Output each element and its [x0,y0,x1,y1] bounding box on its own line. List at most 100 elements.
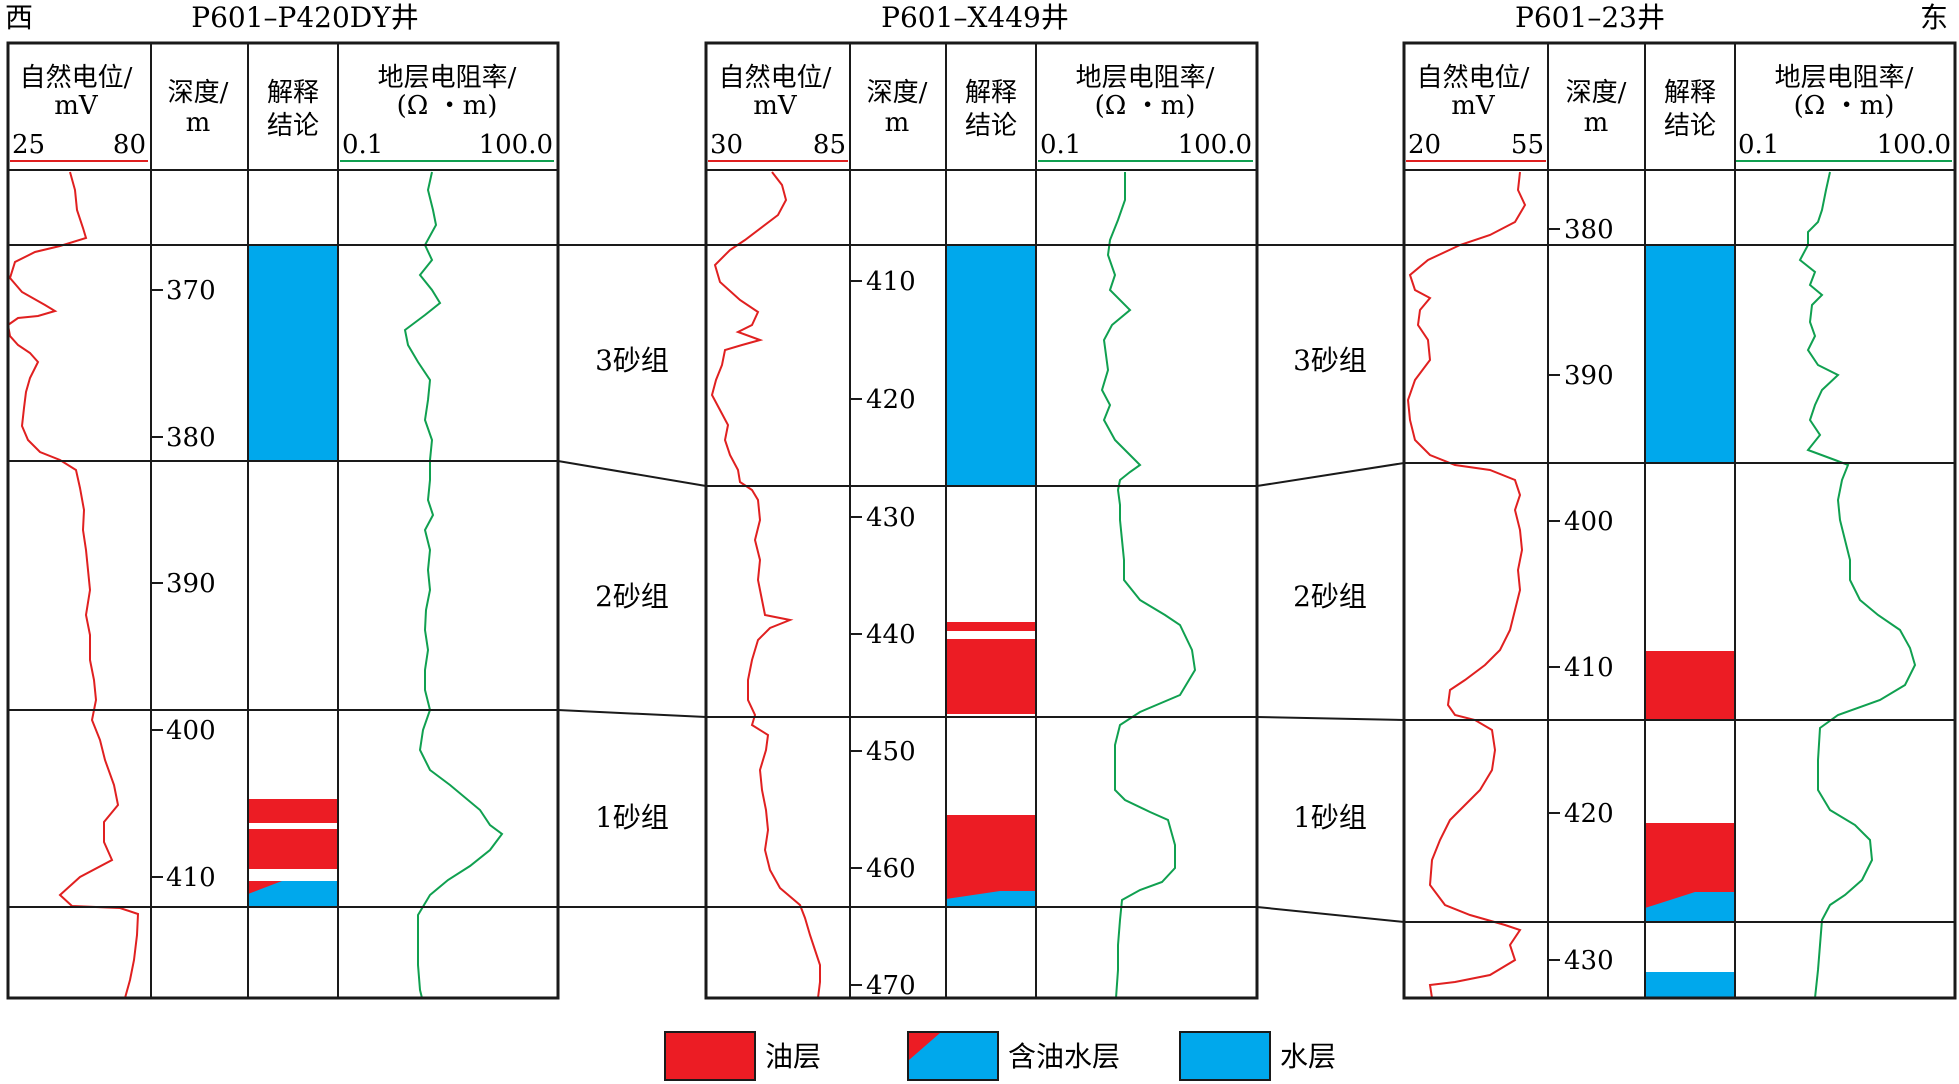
well-1-depth-unit: m [186,108,211,138]
well-3-frame [1402,41,1957,1000]
well-2-res-max: 100.0 [1178,130,1252,160]
well-1-name: P601–P420DY井 [191,1,419,34]
legend-oil-water-label: 含油水层 [1008,1040,1120,1073]
well-1-water-layer [248,245,338,461]
well-2-water-layer [946,245,1036,485]
well-2-interp-title-2: 结论 [965,111,1017,141]
east-label: 东 [1920,1,1948,34]
well-2-tick-440: 440 [866,620,916,650]
sand-group-1-left: 1砂组 [595,801,669,834]
correlation-lines [557,244,1405,923]
well-2-res-min: 0.1 [1040,130,1081,160]
sand-group-3-left: 3砂组 [595,344,669,377]
legend-oil-swatch [664,1031,756,1081]
well-1-sp-max: 80 [113,130,146,160]
well-1-sp-min: 25 [12,130,45,160]
well-2-panel: 自然电位/ mV 30 85 深度/ m 解释 结论 地层电阻率/ (Ω ・m)… [704,41,1259,1001]
well-3-water-layer-2 [1645,972,1735,998]
well-2-res-curve [1100,172,1197,999]
well-2-sp-curve [710,171,821,999]
well-2-oil-layer-2 [946,639,1036,714]
well-3-res-min: 0.1 [1738,130,1779,160]
well-3-oil-layer-1 [1645,651,1735,720]
well-3-sp-title: 自然电位/ [1417,63,1530,93]
well-2-tick-410: 410 [866,267,916,297]
well-1-res-min: 0.1 [342,130,383,160]
well-1-oil-layer-2 [248,829,338,869]
well-3-water-layer [1645,245,1735,463]
well-3-res-curve [1798,171,1917,999]
well-3-interp-title-1: 解释 [1664,78,1716,108]
well-1-res-max: 100.0 [479,130,553,160]
well-2-sp-title: 自然电位/ [719,63,832,93]
well-3-depth-ticks: 380 390 400 410 420 430 [1548,215,1614,976]
well-3-sp-unit: mV [1451,91,1496,121]
well-2-tick-430: 430 [866,503,916,533]
well-2-sp-max: 85 [813,130,846,160]
well-2-oil-layer-3 [946,815,1036,891]
sand-group-3-right: 3砂组 [1293,344,1367,377]
corr-2-1-boundary-2 [1256,716,1405,721]
sand-group-2-right: 2砂组 [1293,580,1367,613]
well-1-oil-layer-1 [248,799,338,823]
well-3-depth-title: 深度/ [1566,78,1627,108]
well-2-res-title: 地层电阻率/ [1076,63,1215,93]
well-1-res-unit: (Ω ・m) [397,91,498,121]
well-3-interp-title-2: 结论 [1664,111,1716,141]
well-2-oil-water-red [946,891,1000,899]
well-2-res-unit: (Ω ・m) [1095,91,1196,121]
well-3-tick-400: 400 [1564,507,1614,537]
well-3-tick-410: 410 [1564,653,1614,683]
well-1-res-curve [403,171,504,999]
well-3-tick-420: 420 [1564,799,1614,829]
legend-oil-water-red [909,1033,940,1060]
legend-water-swatch [1179,1031,1271,1081]
well-1-interp-title-1: 解释 [267,78,319,108]
well-3-tick-390: 390 [1564,361,1614,391]
well-1-interp-title-2: 结论 [267,111,319,141]
corr-3-2-boundary-1 [557,460,707,487]
well-1-sp-title: 自然电位/ [20,63,133,93]
corr-3-2-boundary-2 [1256,462,1405,487]
well-3-tick-380: 380 [1564,215,1614,245]
legend: 油层 含油水层 水层 [664,1031,1336,1081]
well-1-panel: 自然电位/ mV 25 80 深度/ m 解释 结论 地层电阻率/ (Ω ・m)… [6,41,560,1000]
well-1-depth-ticks: 370 380 390 400 410 [151,276,216,893]
well-2-tick-470: 470 [866,971,916,1001]
well-2-sp-min: 30 [710,130,743,160]
well-3-res-unit: (Ω ・m) [1794,91,1895,121]
well-2-tick-420: 420 [866,385,916,415]
well-3-res-title: 地层电阻率/ [1775,63,1914,93]
well-3-sp-max: 55 [1511,130,1544,160]
well-3-sp-curve [1406,171,1527,999]
well-1-frame [6,41,560,1000]
well-2-frame [704,41,1259,1000]
legend-oil-label: 油层 [765,1040,821,1073]
corr-base-2 [1256,906,1405,923]
well-2-interp-title-1: 解释 [965,78,1017,108]
well-2-tick-450: 450 [866,737,916,767]
well-3-name: P601–23井 [1515,1,1665,34]
well-2-oil-layer-1 [946,622,1036,631]
west-label: 西 [5,1,33,34]
well-1-tick-410: 410 [166,863,216,893]
well-1-oil-water-red [248,881,282,894]
well-1-res-title: 地层电阻率/ [378,63,517,93]
well-3-panel: 自然电位/ mV 20 55 深度/ m 解释 结论 地层电阻率/ (Ω ・m)… [1402,41,1957,1000]
well-3-res-max: 100.0 [1877,130,1951,160]
well-1-tick-380: 380 [166,423,216,453]
well-3-depth-unit: m [1584,108,1609,138]
well-1-tick-390: 390 [166,569,216,599]
well-1-tick-370: 370 [166,276,216,306]
well-3-oil-water-red [1645,892,1695,908]
well-2-name: P601–X449井 [881,1,1069,34]
legend-water-label: 水层 [1280,1040,1336,1073]
well-2-sp-unit: mV [753,91,798,121]
well-2-depth-ticks: 410 420 430 440 450 460 470 [850,267,916,1001]
sand-group-1-right: 1砂组 [1293,801,1367,834]
well-3-oil-layer-2 [1645,823,1735,892]
corr-2-1-boundary-1 [557,709,707,718]
well-1-depth-title: 深度/ [168,78,229,108]
well-2-depth-title: 深度/ [867,78,928,108]
